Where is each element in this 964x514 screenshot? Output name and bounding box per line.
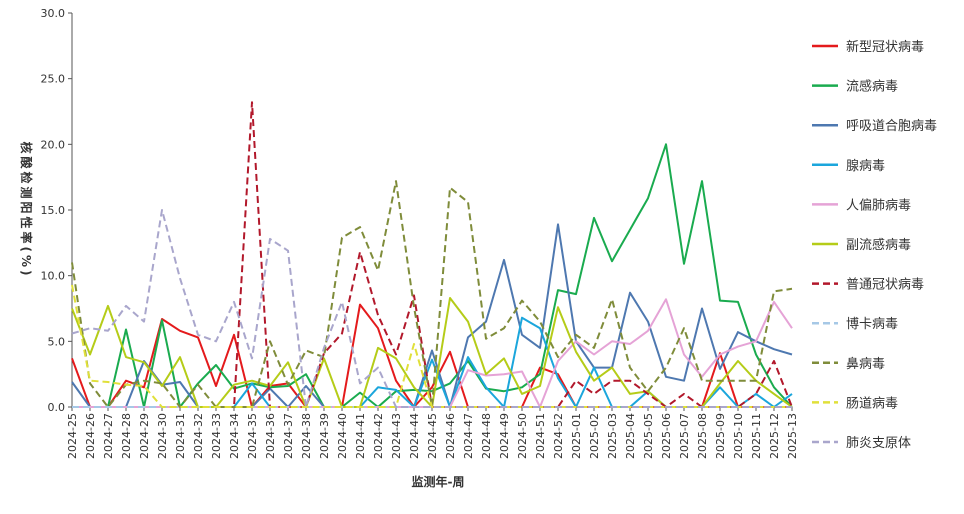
x-tick-label: 2024-38	[300, 413, 313, 459]
x-tick-label: 2024-48	[480, 413, 493, 459]
y-tick-label: 10.0	[41, 270, 66, 283]
axes: 0.0 5.0 10.0 15.0 20.0 25.0 30.0 2024-25 2024-26…	[41, 7, 800, 459]
x-tick-label: 2024-32	[192, 413, 205, 459]
x-tick-label: 2025-06	[660, 413, 673, 459]
legend-label: 人偏肺病毒	[846, 198, 911, 213]
x-tick-label: 2025-04	[624, 413, 637, 459]
x-tick-label: 2025-09	[714, 413, 727, 459]
legend-label: 肺炎支原体	[846, 436, 911, 451]
series-lines	[71, 101, 793, 408]
legend-label: 流感病毒	[846, 79, 898, 95]
x-tick-label: 2024-26	[84, 413, 97, 459]
x-tick-label: 2024-49	[498, 413, 511, 459]
y-tick-label: 20.0	[41, 138, 66, 151]
x-tick-label: 2025-11	[750, 413, 763, 459]
series-line-8	[71, 180, 793, 408]
legend-label: 副流感病毒	[846, 237, 911, 253]
x-tick-label: 2025-03	[606, 413, 619, 459]
x-tick-label: 2025-12	[768, 413, 781, 459]
x-tick-label: 2025-08	[696, 413, 709, 459]
x-tick-label: 2025-01	[570, 413, 583, 459]
x-tick-label: 2025-10	[732, 413, 745, 459]
x-tick-label: 2024-29	[138, 413, 151, 459]
x-tick-label: 2024-40	[336, 413, 349, 459]
legend-label: 肠道病毒	[846, 396, 898, 411]
legend-label: 鼻病毒	[846, 356, 885, 372]
x-tick-label: 2024-43	[390, 413, 403, 459]
x-tick-label: 2024-42	[372, 413, 385, 459]
x-tick-label: 2024-25	[66, 413, 79, 459]
x-tick-label: 2024-52	[552, 413, 565, 459]
y-tick-label: 15.0	[41, 204, 66, 217]
x-tick-label: 2025-05	[642, 413, 655, 459]
x-tick-label: 2024-41	[354, 413, 367, 459]
y-tick-label: 30.0	[41, 7, 66, 20]
legend-label: 新型冠状病毒	[846, 39, 924, 55]
legend-label: 普通冠状病毒	[846, 278, 924, 293]
x-tick-label: 2024-45	[426, 413, 439, 459]
x-tick-label: 2024-50	[516, 413, 529, 459]
x-tick-label: 2024-34	[228, 413, 241, 459]
series-line-2	[71, 223, 793, 408]
x-tick-label: 2025-13	[786, 413, 799, 459]
x-axis-label: 监测年-周	[412, 474, 465, 489]
x-tick-label: 2024-39	[318, 413, 331, 459]
x-tick-label: 2024-30	[156, 413, 169, 459]
legend: 新型冠状病毒流感病毒呼吸道合胞病毒腺病毒人偏肺病毒副流感病毒普通冠状病毒博卡病毒…	[812, 39, 937, 451]
x-tick-label: 2024-28	[120, 413, 133, 459]
x-tick-label: 2024-37	[282, 413, 295, 459]
y-tick-label: 25.0	[41, 73, 66, 86]
x-tick-label: 2024-33	[210, 413, 223, 459]
x-tick-label: 2024-46	[444, 413, 457, 459]
x-tick-label: 2024-27	[102, 413, 115, 459]
x-tick-label: 2024-44	[408, 413, 421, 459]
x-tick-label: 2025-02	[588, 413, 601, 459]
x-tick-label: 2024-31	[174, 413, 187, 459]
x-tick-label: 2024-47	[462, 413, 475, 459]
legend-label: 腺病毒	[846, 159, 885, 174]
x-tick-label: 2025-07	[678, 413, 691, 459]
y-tick-label: 0.0	[48, 401, 66, 414]
x-tick-label: 2024-36	[264, 413, 277, 459]
legend-label: 博卡病毒	[846, 317, 898, 332]
y-axis-label: 核酸检测阳性率(%)	[19, 142, 34, 279]
x-tick-label: 2024-51	[534, 413, 547, 459]
y-tick-label: 5.0	[48, 335, 66, 348]
legend-label: 呼吸道合胞病毒	[846, 119, 937, 134]
series-line-1	[72, 143, 793, 408]
x-tick-label: 2024-35	[246, 413, 259, 459]
series-line-10	[71, 209, 792, 408]
